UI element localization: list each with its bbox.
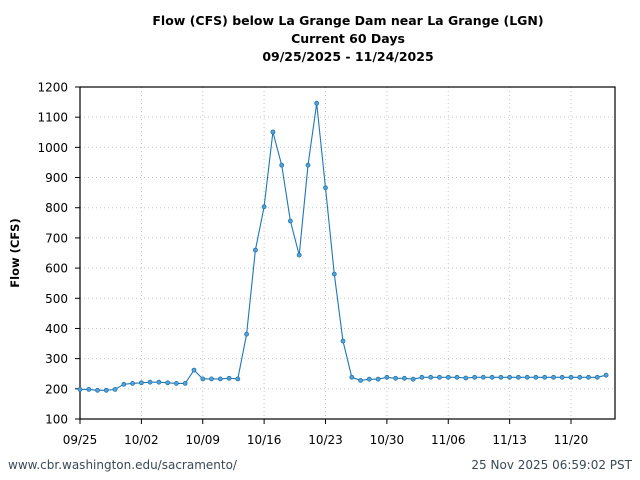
data-point (200, 376, 206, 382)
data-point (349, 374, 355, 380)
data-point (393, 375, 399, 381)
data-point (507, 374, 513, 380)
x-tick-label: 10/23 (308, 433, 343, 447)
grid-lines (80, 87, 615, 419)
data-point (586, 374, 591, 380)
data-point (209, 376, 214, 382)
y-tick-label: 1000 (37, 141, 68, 155)
data-point (226, 375, 232, 381)
data-point (287, 218, 293, 224)
data-point (559, 374, 565, 380)
data-point (305, 162, 311, 168)
data-point (454, 374, 460, 380)
x-tick-label: 11/06 (431, 433, 466, 447)
y-tick-label: 1100 (37, 111, 68, 125)
y-tick-label: 900 (45, 171, 68, 185)
data-point (533, 374, 539, 380)
y-axis-label: Flow (CFS) (8, 218, 22, 287)
data-point (472, 374, 478, 380)
source-url[interactable]: www.cbr.washington.edu/sacramento/ (8, 458, 237, 472)
data-point (358, 377, 364, 383)
y-tick-label: 600 (45, 262, 68, 276)
data-point (244, 331, 250, 337)
data-point (542, 374, 548, 380)
y-tick-label: 1200 (37, 81, 68, 95)
data-point (130, 380, 136, 386)
data-point (261, 204, 267, 210)
x-tick-label: 10/09 (185, 433, 220, 447)
data-point (77, 386, 83, 392)
data-point (270, 129, 276, 135)
data-point (463, 375, 469, 381)
data-point (156, 379, 162, 385)
x-tick-label: 10/16 (247, 433, 282, 447)
data-point (340, 338, 346, 344)
data-point (489, 374, 495, 380)
chart-title-block: Flow (CFS) below La Grange Dam near La G… (0, 12, 640, 66)
data-point (366, 376, 372, 382)
data-point (165, 380, 171, 386)
data-point (594, 374, 600, 380)
data-point (182, 380, 188, 386)
data-point (217, 376, 223, 382)
y-tick-label: 100 (45, 413, 68, 427)
y-tick-label: 400 (45, 322, 68, 336)
data-point (384, 374, 390, 380)
data-point (279, 162, 285, 168)
flow-series-line (80, 103, 607, 391)
data-point (314, 100, 320, 106)
data-point (323, 185, 328, 191)
data-point (235, 376, 241, 382)
y-tick-label: 700 (45, 231, 68, 245)
data-point (121, 381, 127, 387)
data-point (480, 374, 486, 380)
y-axis: 100 200 300 400 500 600 700 800 900 1000 1100 1200 (37, 81, 80, 427)
data-point (577, 374, 583, 380)
data-point (419, 374, 425, 380)
data-point (375, 376, 381, 382)
chart-title: Flow (CFS) below La Grange Dam near La G… (152, 13, 544, 28)
data-point (568, 374, 574, 380)
x-tick-label: 11/20 (554, 433, 589, 447)
data-point (103, 387, 109, 393)
plot-area (79, 86, 616, 420)
x-tick-label: 10/30 (370, 433, 405, 447)
y-tick-label: 500 (45, 292, 68, 306)
y-tick-label: 200 (45, 382, 68, 396)
data-point (516, 374, 521, 380)
data-point (524, 374, 530, 380)
data-point (147, 379, 153, 385)
data-point (95, 387, 100, 393)
generated-timestamp: 25 Nov 2025 06:59:02 PST (471, 458, 632, 472)
data-point (437, 374, 442, 380)
x-tick-label: 09/25 (63, 433, 98, 447)
x-tick-label: 10/02 (124, 433, 159, 447)
data-point (445, 374, 451, 380)
data-point (401, 375, 407, 381)
chart-subtitle: Current 60 Days (291, 31, 405, 46)
data-point (173, 380, 179, 386)
x-axis: 09/25 10/02 10/09 10/16 10/23 10/30 11/06 11/13… (63, 419, 589, 447)
data-point (331, 271, 337, 277)
data-point (603, 372, 609, 378)
x-tick-label: 11/13 (492, 433, 527, 447)
data-point (112, 386, 118, 392)
data-point (498, 374, 504, 380)
data-point (551, 374, 556, 380)
data-point (86, 386, 92, 392)
y-tick-label: 800 (45, 201, 68, 215)
chart-date-range: 09/25/2025 - 11/24/2025 (262, 49, 434, 64)
data-point (428, 374, 434, 380)
data-point (138, 380, 144, 386)
flow-series-markers (77, 100, 609, 393)
data-point (296, 252, 302, 258)
data-point (191, 367, 197, 373)
data-point (410, 376, 416, 382)
y-tick-label: 300 (45, 352, 68, 366)
data-point (252, 247, 258, 253)
